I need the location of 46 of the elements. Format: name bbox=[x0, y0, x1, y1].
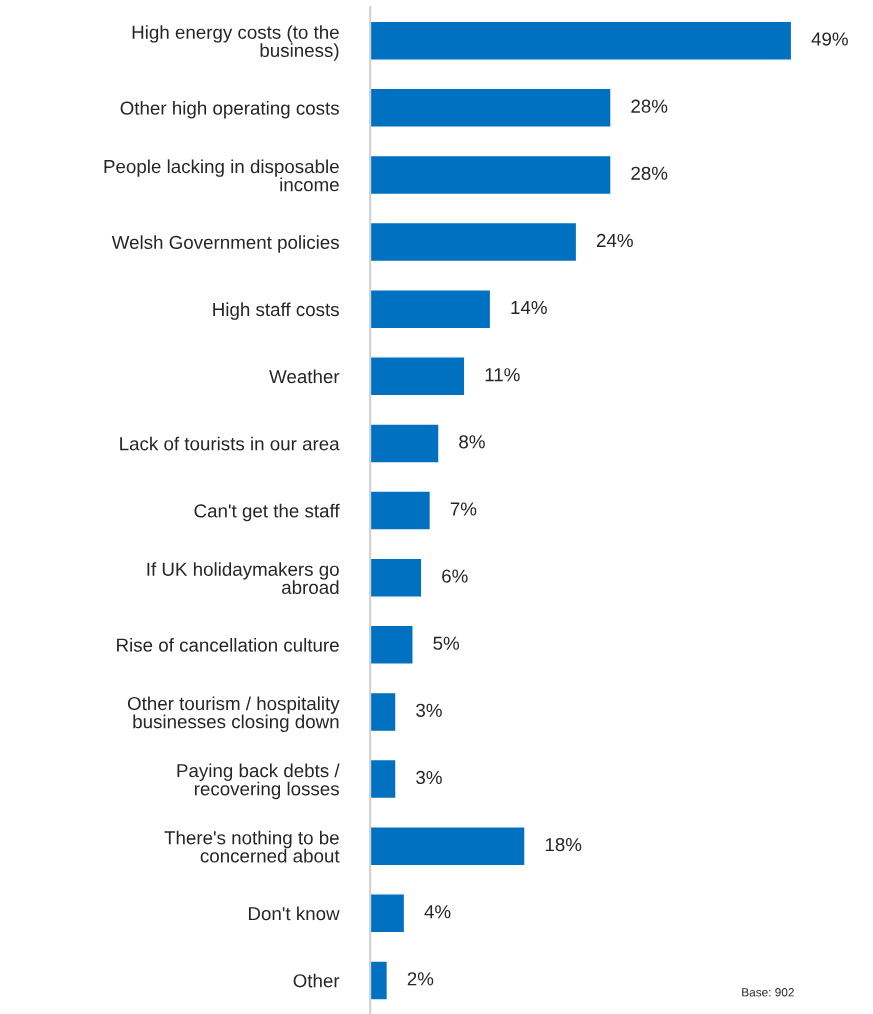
bar bbox=[370, 893, 406, 934]
data-label: 8% bbox=[459, 435, 485, 449]
y-tick-label: Don't know bbox=[248, 906, 340, 921]
bar bbox=[370, 20, 793, 61]
bar bbox=[370, 691, 397, 733]
data-label: 18% bbox=[545, 837, 582, 852]
data-label: 24% bbox=[596, 233, 633, 247]
bar bbox=[370, 154, 612, 196]
bar bbox=[370, 960, 389, 1001]
data-label: 5% bbox=[433, 636, 460, 650]
bar bbox=[370, 289, 492, 330]
bar bbox=[370, 826, 526, 867]
y-tick-label: Other high operating costs bbox=[120, 100, 339, 119]
bar bbox=[370, 423, 440, 464]
y-tick-label: People lacking in disposable income bbox=[104, 159, 339, 192]
bar bbox=[370, 758, 397, 800]
annotation: Base: 902 bbox=[742, 988, 794, 997]
bar bbox=[370, 356, 466, 397]
y-tick-label: Other tourism / hospitality businesses closing down bbox=[127, 696, 340, 733]
y-tick-label: Paying back debts / recovering losses bbox=[177, 763, 340, 800]
y-tick-label: Rise of cancellation culture bbox=[117, 638, 339, 652]
bar bbox=[370, 87, 612, 128]
y-tick-label: High staff costs bbox=[213, 302, 339, 320]
y-tick-label: Weather bbox=[269, 369, 340, 384]
y-tick-label: High energy costs (to the business) bbox=[132, 25, 339, 61]
y-tick-label: Lack of tourists in our area bbox=[120, 436, 340, 451]
data-label: 3% bbox=[416, 703, 442, 717]
bar bbox=[370, 624, 414, 665]
data-label: 4% bbox=[424, 905, 451, 919]
data-label: 7% bbox=[450, 502, 477, 516]
bar bbox=[370, 490, 432, 531]
data-label: 2% bbox=[407, 972, 434, 986]
data-label: 6% bbox=[442, 569, 468, 583]
bar bbox=[370, 557, 423, 598]
y-tick-label: If UK holidaymakers go abroad bbox=[147, 562, 339, 595]
data-label: 28% bbox=[631, 166, 668, 180]
data-label: 28% bbox=[631, 99, 668, 113]
bar bbox=[370, 221, 578, 263]
y-tick-label: There's nothing to be concerned about bbox=[164, 830, 340, 863]
data-label: 3% bbox=[416, 770, 442, 785]
data-label: 14% bbox=[511, 301, 547, 315]
data-label: 49% bbox=[811, 32, 848, 46]
y-tick-label: Can't get the staff bbox=[194, 503, 340, 522]
y-tick-label: Other bbox=[293, 973, 340, 988]
data-label: 11% bbox=[485, 368, 520, 382]
y-tick-label: Welsh Government policies bbox=[111, 235, 339, 253]
